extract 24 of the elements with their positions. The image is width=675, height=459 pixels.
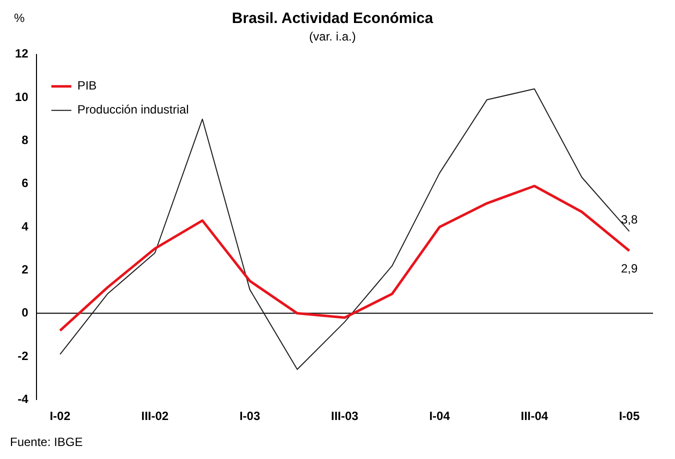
x-tick-label: I-05 xyxy=(618,409,640,424)
data-label: 3,8 xyxy=(620,212,638,226)
y-tick-label: 6 xyxy=(22,176,29,190)
y-tick-label: 12 xyxy=(14,46,29,61)
y-tick-label: 2 xyxy=(22,262,29,276)
y-tick-label: 0 xyxy=(22,306,29,320)
x-tick-label: I-04 xyxy=(429,409,450,424)
x-tick-label: III-04 xyxy=(520,409,548,424)
y-tick-label: 10 xyxy=(14,90,29,104)
y-axis-title: % xyxy=(14,11,25,25)
y-tick-label: -2 xyxy=(18,348,29,363)
x-tick-label: III-03 xyxy=(330,409,359,424)
x-tick-label: I-02 xyxy=(50,409,71,424)
chart-title: Brasil. Actividad Económica xyxy=(232,10,434,28)
source-note: Fuente: IBGE xyxy=(10,435,83,449)
x-tick-label: III-02 xyxy=(141,409,169,424)
data-label: 2,9 xyxy=(620,262,638,276)
y-tick-label: 4 xyxy=(22,219,29,234)
y-tick-label: -4 xyxy=(18,392,29,406)
x-tick-label: I-03 xyxy=(239,409,260,424)
y-tick-label: 8 xyxy=(22,133,29,148)
chart-subtitle: (var. i.a.) xyxy=(309,30,356,44)
legend-label: PIB xyxy=(77,78,97,93)
legend-label: Producción industrial xyxy=(77,102,189,117)
